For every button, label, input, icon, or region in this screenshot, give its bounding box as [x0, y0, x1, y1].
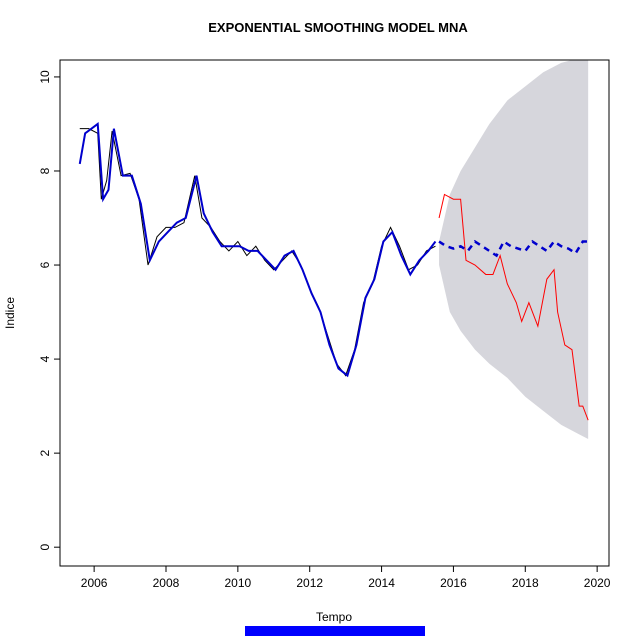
y-axis-label: Indice	[3, 297, 17, 329]
plot-frame	[59, 59, 610, 567]
x-tick-label: 2014	[368, 576, 395, 590]
footer-bar	[245, 626, 425, 636]
x-tick-label: 2016	[440, 576, 467, 590]
y-tick-label: 10	[38, 70, 52, 84]
series-line	[438, 193, 589, 421]
x-tick-label: 2012	[296, 576, 323, 590]
y-tick-label: 4	[38, 355, 52, 362]
x-tick-label: 2006	[81, 576, 108, 590]
axes: 2006 2008 2010 2012 2014 2016 2018 2020 0 2 4 6 8 10	[38, 59, 611, 590]
y-tick-label: 2	[38, 449, 52, 456]
x-tick-label: 2020	[584, 576, 611, 590]
x-tick-label: 2018	[512, 576, 539, 590]
prediction-interval	[439, 60, 589, 440]
x-tick-label: 2008	[153, 576, 180, 590]
y-tick-label: 8	[38, 167, 52, 174]
plot-area	[78, 60, 589, 440]
x-axis-label: Tempo	[316, 610, 352, 624]
x-tick-label: 2010	[224, 576, 251, 590]
chart-title: EXPONENTIAL SMOOTHING MODEL MNA	[208, 20, 468, 35]
y-tick-label: 0	[38, 544, 52, 551]
y-tick-label: 6	[38, 261, 52, 268]
series-line	[78, 122, 437, 378]
